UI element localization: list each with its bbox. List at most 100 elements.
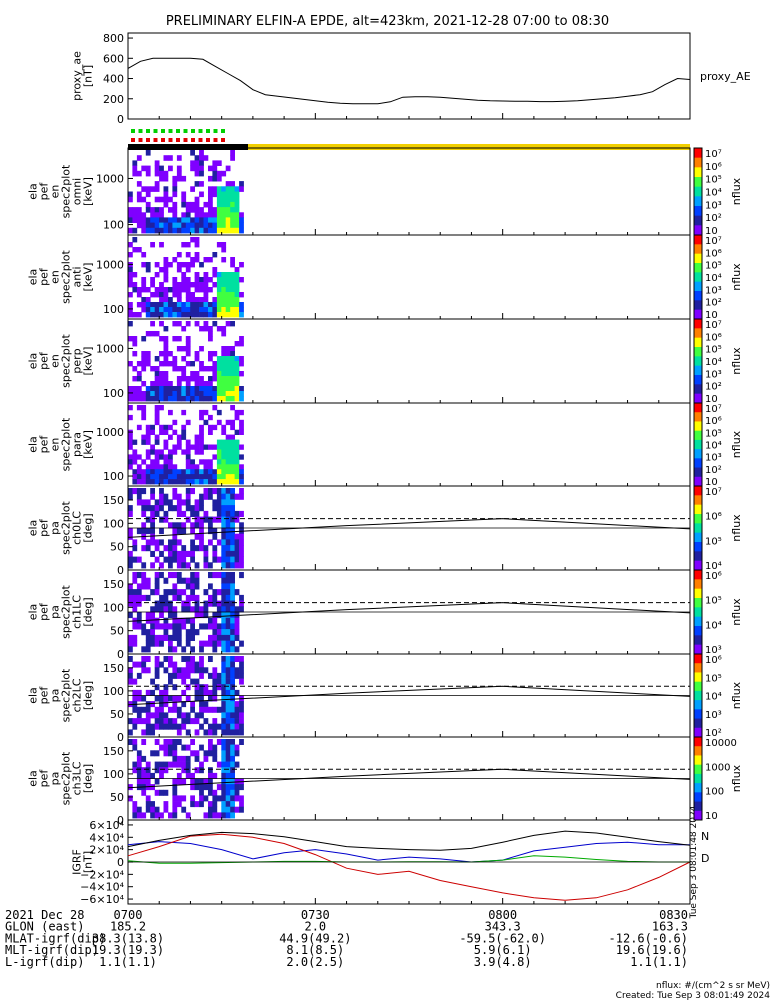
spectrogram-pixel <box>230 262 235 268</box>
spectrogram-pixel <box>132 272 138 278</box>
spectrogram-pixel <box>208 522 213 529</box>
spectrogram-pixel <box>212 533 218 540</box>
spectrogram-pixel <box>176 493 182 500</box>
spectrogram-pixel <box>190 667 195 674</box>
spectrogram-pixel <box>159 772 164 779</box>
footer-label: GLON (east) <box>5 920 84 934</box>
spectrogram-pixel <box>225 474 231 480</box>
colorbar-segment <box>694 375 702 385</box>
spectrogram-pixel <box>181 712 187 719</box>
spectrogram-pixel <box>194 750 200 757</box>
spectrogram-pixel <box>216 371 222 377</box>
spectrogram-pixel <box>212 600 218 607</box>
footer-value: 185.2 <box>110 920 146 934</box>
spectrogram-pixel <box>190 661 195 668</box>
spectrogram-pixel <box>136 312 142 318</box>
spectrogram-pixel <box>216 272 222 278</box>
spectrogram-pixel <box>168 556 173 563</box>
orbit-bar <box>248 144 690 150</box>
spectrogram-pixel <box>185 550 191 557</box>
colorbar-segment <box>694 504 702 515</box>
spectrogram-pixel <box>239 600 244 607</box>
flag-green-mark <box>206 129 210 133</box>
spectrogram-pixel <box>221 449 227 455</box>
spectrogram-pixel <box>185 444 191 450</box>
spectrogram-pixel <box>225 617 231 624</box>
spectrogram-pixel <box>234 222 240 229</box>
spectrogram-pixel <box>203 297 209 303</box>
spectrogram-pixel <box>136 479 142 485</box>
spectrogram-pixel <box>194 321 200 327</box>
spectrogram-pixel <box>150 623 155 630</box>
spectrogram-pixel <box>234 795 240 802</box>
spectrogram-pixel <box>185 282 191 288</box>
flag-red-mark <box>221 138 225 142</box>
spectrogram-pixel <box>168 464 173 470</box>
spectrogram-pixel <box>176 755 182 762</box>
spectrogram-pixel <box>230 739 235 745</box>
spectrogram-pixel <box>159 207 164 213</box>
spectrogram-pixel <box>141 212 147 218</box>
spectrogram-pixel <box>239 292 244 298</box>
spectrogram-pixel <box>221 723 227 730</box>
spectrogram-pixel <box>168 572 173 579</box>
spectrogram-pixel <box>221 646 227 653</box>
spectrogram-pixel <box>128 434 133 440</box>
spectrogram-pixel <box>216 684 222 691</box>
spectrogram-pixel <box>190 701 195 708</box>
colorbar-segment <box>694 476 702 487</box>
spectrogram-pixel <box>172 589 178 596</box>
spectrogram-pixel <box>190 505 195 512</box>
spectrogram-pixel <box>185 684 191 691</box>
spectrogram-pixel <box>128 600 133 607</box>
spectrogram-pixel <box>212 186 218 192</box>
spectrogram-pixel <box>176 474 182 480</box>
spectrogram-pixel <box>132 812 138 819</box>
spectrogram-pixel <box>208 695 213 702</box>
ylabel-ch2: ch2LC <box>71 678 84 712</box>
spectrogram-pixel <box>212 307 218 313</box>
spectrogram-pixel <box>136 207 142 213</box>
spectrogram-pixel <box>163 272 169 278</box>
spectrogram-pixel <box>190 257 195 263</box>
loss-cone-line <box>127 685 691 706</box>
colorbar-segment <box>694 439 702 450</box>
spectrogram-pixel <box>221 464 227 470</box>
spectrogram-pixel <box>221 439 227 445</box>
spectrogram-pixel <box>136 556 142 563</box>
spectrogram-pixel <box>199 449 204 455</box>
colorbar-tick-omni: 10² <box>705 213 722 224</box>
spectrogram-pixel <box>145 386 151 392</box>
spectrogram-pixel <box>132 706 138 713</box>
spectrogram-pixel <box>163 381 169 387</box>
spectrogram-pixel <box>221 656 227 662</box>
spectrogram-pixel <box>203 444 209 450</box>
spectrogram-pixel <box>145 356 151 362</box>
colorbar-segment <box>694 792 702 803</box>
ylabel-ch1: [deg] <box>82 597 95 626</box>
spectrogram-pixel <box>234 277 240 283</box>
spectrogram-pixel <box>230 419 235 426</box>
spectrogram-pixel <box>172 391 178 397</box>
spectrogram-pixel <box>221 227 227 234</box>
spectrogram-pixel <box>181 434 187 440</box>
spectrogram-pixel <box>212 795 218 802</box>
footer-value: 2.0(2.5) <box>286 955 344 969</box>
spectrogram-pixel <box>132 376 138 382</box>
ylabel-ch2: ela <box>27 687 40 704</box>
spectrogram-pixel <box>225 459 231 465</box>
spectrogram-pixel <box>239 640 244 647</box>
spectrogram-pixel <box>163 341 169 347</box>
ylabel-anti: en <box>49 270 62 284</box>
spectrogram-pixel <box>128 196 133 203</box>
spectrogram-pixel <box>194 449 200 455</box>
ylabel-para: [keV] <box>82 430 95 459</box>
spectrogram-pixel <box>176 640 182 647</box>
spectrogram-pixel <box>176 556 182 563</box>
spectrogram-pixel <box>194 629 200 636</box>
spectrogram-pixel <box>216 539 222 546</box>
spectrogram-pixel <box>203 277 209 283</box>
spectrogram-pixel <box>154 806 160 813</box>
spectrogram-pixel <box>225 772 231 779</box>
spectrogram-pixel <box>225 186 231 192</box>
